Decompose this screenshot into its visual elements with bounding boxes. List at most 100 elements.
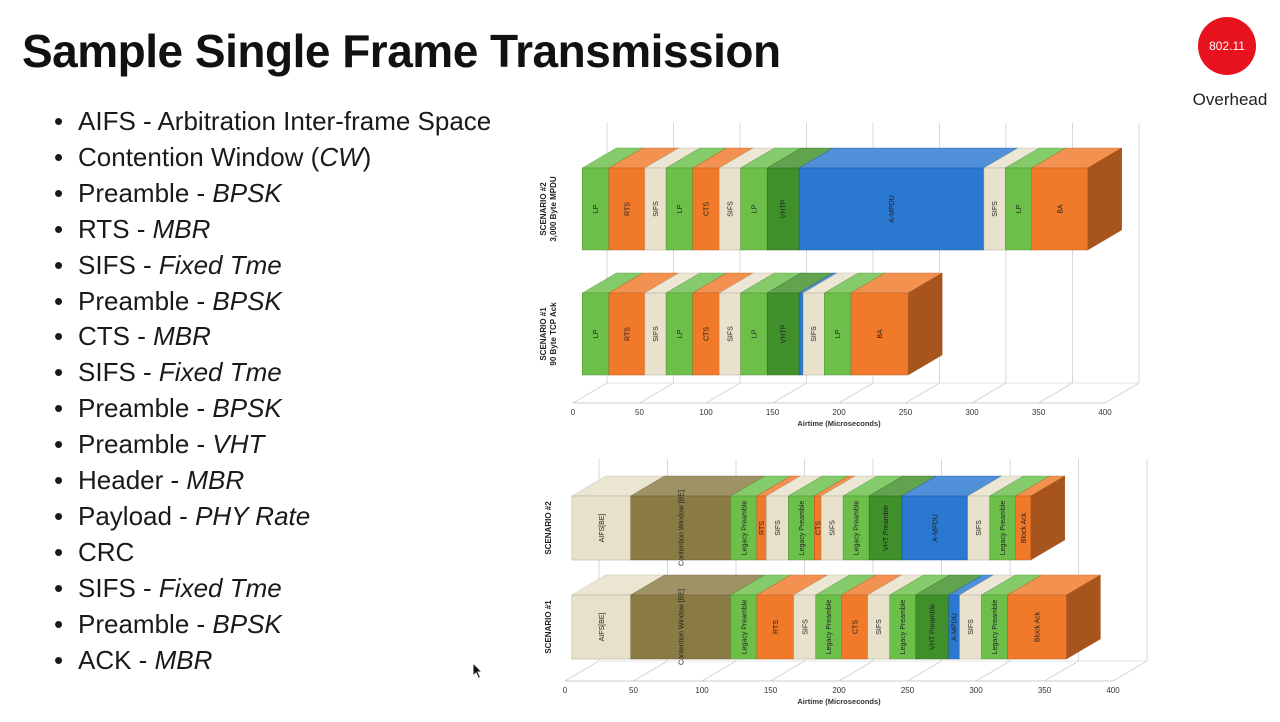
bar-segment: A-MPDU [798, 147, 1019, 251]
bullet-dot: • [54, 572, 64, 603]
grid-line-floor [1112, 660, 1148, 682]
bar-segment-front [766, 292, 800, 376]
bar-segment-front [868, 495, 903, 561]
segment-label: AIFS[BE] [599, 514, 606, 543]
x-tick-label: 350 [1032, 408, 1046, 417]
segment-label: Legacy Preamble [854, 501, 861, 556]
grid-line-floor [772, 382, 807, 404]
segment-label: Legacy Preamble [826, 600, 833, 655]
row-label: SCENARIO #1 [544, 600, 553, 654]
bullet-item: • Payload - PHY Rate [54, 499, 491, 535]
bullet-item: • AIFS - Arbitration Inter-frame Space [54, 104, 491, 140]
bar-segment-front [692, 292, 720, 376]
segment-label: VHT Preamble [883, 505, 890, 551]
bar-segment-top [798, 147, 1019, 169]
segment-label: CTS [704, 327, 711, 341]
row-label-line: 90 Byte TCP Ack [549, 302, 558, 366]
bar-segment-front [798, 292, 804, 376]
bullet-item: • Preamble - BPSK [54, 284, 491, 320]
bar-segment-front [756, 594, 795, 660]
bullet-item: • ACK - MBR [54, 643, 491, 679]
airtime-chart-scenarios-contention: 0 50 100 150 200 250 300 350 400 Airtime (Microse… [544, 459, 1148, 706]
segment-label: BA [877, 329, 884, 339]
x-tick-label: 0 [571, 408, 576, 417]
segment-label: SIFS [653, 201, 660, 217]
segment-label: CTS [815, 521, 822, 535]
bullet-dot: • [54, 285, 64, 316]
segment-label: VHTP [781, 324, 788, 343]
row-label: SCENARIO #2 3,000 Byte MPDU [539, 176, 558, 242]
bar-segment: Block Ack [1014, 475, 1066, 561]
grid-line-floor [701, 660, 737, 682]
bar-segment-front [989, 495, 1016, 561]
bar-segment-front [582, 292, 610, 376]
bar-segment-front [850, 292, 909, 376]
segment-label: RTS [759, 521, 766, 535]
x-tick-label: 50 [635, 408, 644, 417]
x-tick-label: 350 [1038, 686, 1052, 695]
segment-label: RTS [773, 620, 780, 634]
bullet-dot: • [54, 644, 64, 675]
segment-label: LP [835, 329, 842, 338]
bullet-dot: • [54, 429, 64, 460]
segment-label: Block Ack [1021, 512, 1028, 543]
segment-label: SIFS [727, 201, 734, 217]
bar-segment-front [901, 495, 969, 561]
segment-label: Contention Window [BE] [678, 490, 685, 566]
bullet-item: • Contention Window (CW) [54, 140, 491, 176]
segment-label: SIFS [968, 619, 975, 635]
row-label-line: SCENARIO #2 [544, 501, 553, 555]
segment-label: SIFS [727, 326, 734, 342]
grid-line-floor [907, 660, 942, 682]
bar-segment-front [692, 167, 720, 251]
bullet-dot: • [54, 465, 64, 496]
grid-line-floor [971, 382, 1007, 404]
bar-segment-front [1031, 167, 1088, 251]
bar-segment-front [608, 167, 646, 251]
segment-label: SIFS [976, 520, 983, 536]
segment-label: Legacy Preamble [900, 600, 907, 655]
x-tick-label: 100 [695, 686, 709, 695]
x-tick-label: 200 [832, 408, 846, 417]
grid-line-floor [633, 660, 668, 682]
badge-802-11: 802.11 [1198, 17, 1256, 75]
x-axis-title: Airtime (Microseconds) [797, 419, 881, 428]
bar-segment-front [798, 167, 985, 251]
grid-line-floor [838, 382, 874, 404]
x-tick-label: 50 [629, 686, 638, 695]
bar-segment-front [608, 292, 646, 376]
bullet-dot: • [54, 393, 64, 424]
segment-label: LP [1016, 204, 1023, 213]
segment-label: SIFS [802, 619, 809, 635]
segment-label: A-MPDU [932, 514, 939, 542]
row-label-line: SCENARIO #2 [539, 182, 548, 236]
x-tick-label: 150 [764, 686, 778, 695]
row-label-line: SCENARIO #1 [539, 307, 548, 361]
mouse-pointer-icon [472, 662, 484, 680]
segment-label: LP [677, 329, 684, 338]
segment-label: SIFS [830, 520, 837, 536]
slide-title: Sample Single Frame Transmission [22, 25, 781, 77]
segment-label: VHT Preamble [930, 604, 937, 650]
bar-segment-front [788, 495, 815, 561]
segment-label: Legacy Preamble [741, 600, 748, 655]
bullet-item: • Preamble - VHT [54, 427, 491, 463]
segment-label: LP [593, 329, 600, 338]
x-tick-label: 400 [1106, 686, 1120, 695]
segment-label: SIFS [811, 326, 818, 342]
bullet-item: • Preamble - BPSK [54, 176, 491, 212]
grid-line-floor [838, 660, 874, 682]
bar-segment-front [841, 594, 869, 660]
bar-segment: BA [1031, 147, 1123, 251]
bar-segment-front [1007, 594, 1067, 660]
bullet-item: • Preamble - BPSK [54, 607, 491, 643]
bar-segment-front [889, 594, 916, 660]
bar-segment-front [766, 167, 800, 251]
bullet-dot: • [54, 213, 64, 244]
grid-line-floor [564, 660, 600, 682]
bullet-item: • CRC [54, 535, 491, 571]
bar-segment-front [571, 495, 632, 561]
x-tick-label: 400 [1098, 408, 1112, 417]
bullet-item: • CTS - MBR [54, 319, 491, 355]
grid-line-floor [1044, 660, 1079, 682]
